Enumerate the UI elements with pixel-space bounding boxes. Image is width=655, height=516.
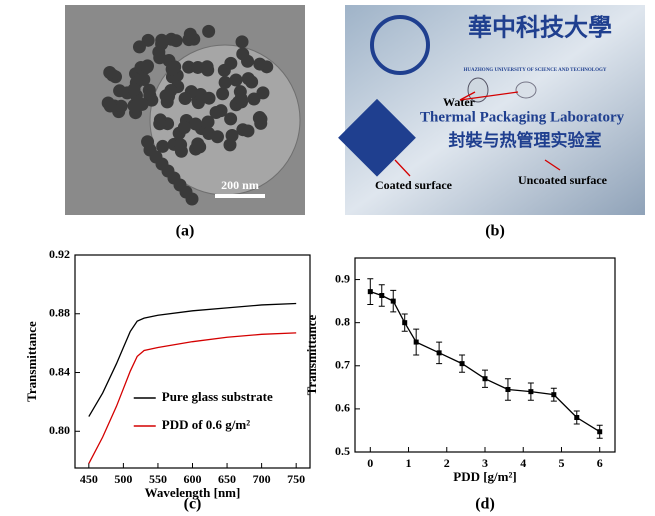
- nanoparticle: [229, 74, 242, 87]
- x-tick-label: 3: [482, 456, 488, 470]
- caption: (b): [485, 223, 505, 240]
- nanoparticle: [179, 92, 192, 105]
- nanoparticle: [201, 60, 214, 73]
- y-tick-label: 0.80: [49, 423, 70, 437]
- photo-text: 封裝与热管理实验室: [449, 130, 602, 150]
- data-point: [597, 429, 602, 434]
- data-point: [551, 392, 556, 397]
- nanoparticle: [153, 51, 166, 64]
- nanoparticle: [253, 58, 266, 71]
- y-tick-label: 0.84: [49, 364, 70, 378]
- x-tick-label: 2: [444, 456, 450, 470]
- data-point: [574, 415, 579, 420]
- nanoparticle: [191, 137, 204, 150]
- y-tick-label: 0.6: [335, 401, 350, 415]
- nanoparticle: [241, 124, 254, 137]
- x-tick-label: 500: [114, 472, 132, 486]
- nanoparticle: [136, 98, 149, 111]
- nanoparticle: [168, 60, 181, 73]
- x-tick-label: 600: [184, 472, 202, 486]
- y-tick-label: 0.7: [335, 358, 350, 372]
- nanoparticle: [170, 34, 183, 47]
- plot-frame: [75, 255, 310, 468]
- data-point: [379, 293, 384, 298]
- y-tick-label: 0.92: [49, 247, 70, 261]
- nanoparticle: [162, 90, 175, 103]
- data-point: [368, 289, 373, 294]
- data-point: [402, 320, 407, 325]
- scale-bar: [215, 194, 265, 198]
- nanoparticle: [236, 35, 249, 48]
- photo-text: 華中科技大學: [468, 15, 612, 42]
- water-drop: [516, 82, 536, 98]
- nanoparticle: [253, 111, 266, 124]
- nanoparticle: [224, 57, 237, 70]
- nanoparticle: [102, 96, 115, 109]
- data-line: [370, 292, 599, 432]
- x-tick-label: 5: [558, 456, 564, 470]
- data-point: [414, 340, 419, 345]
- photo-text: Uncoated surface: [518, 173, 608, 187]
- nanoparticle: [153, 117, 166, 130]
- data-point: [505, 387, 510, 392]
- x-tick-label: 700: [253, 472, 271, 486]
- scale-label: 200 nm: [221, 178, 259, 192]
- nanoparticle: [133, 40, 146, 53]
- nanoparticle: [242, 72, 255, 85]
- x-tick-label: 6: [597, 456, 603, 470]
- y-tick-label: 0.8: [335, 314, 350, 328]
- x-tick-label: 0: [367, 456, 373, 470]
- nanoparticle: [189, 118, 202, 131]
- nanoparticle: [224, 112, 237, 125]
- x-tick-label: 4: [520, 456, 526, 470]
- caption: (a): [176, 223, 195, 240]
- nanoparticle: [128, 83, 141, 96]
- nanoparticle: [103, 66, 116, 79]
- nanoparticle: [184, 28, 197, 41]
- nanoparticle: [202, 25, 215, 38]
- x-axis-label: PDD [g/m²]: [453, 469, 516, 484]
- tem-image: 200 nm: [65, 5, 305, 215]
- nanoparticle: [216, 87, 229, 100]
- x-tick-label: 450: [80, 472, 98, 486]
- photo-text: Water: [443, 95, 476, 109]
- x-tick-label: 550: [149, 472, 167, 486]
- nanoparticle: [203, 92, 216, 105]
- glass-photo: 華中科技大學 HUAZHONG UNIVERSITY OF SCIENCE AN…: [338, 5, 645, 215]
- photo-text: Thermal Packaging Laboratory: [420, 109, 625, 125]
- nanoparticle: [247, 92, 260, 105]
- data-point: [437, 350, 442, 355]
- y-tick-label: 0.9: [335, 271, 350, 285]
- legend-label: Pure glass substrate: [162, 389, 273, 404]
- legend-label: PDD of 0.6 g/m²: [162, 417, 250, 432]
- nanoparticle: [202, 115, 215, 128]
- photo-text: Coated surface: [375, 178, 453, 192]
- nanoparticle: [211, 130, 224, 143]
- plot-frame: [355, 258, 615, 452]
- data-point: [460, 361, 465, 366]
- nanoparticle: [219, 76, 232, 89]
- caption: (d): [475, 496, 495, 513]
- y-tick-label: 0.88: [49, 306, 70, 320]
- nanoparticle: [141, 60, 154, 73]
- nanoparticle: [186, 193, 199, 206]
- photo-text: HUAZHONG UNIVERSITY OF SCIENCE AND TECHN…: [463, 68, 606, 73]
- y-axis-label: Transmittance: [304, 314, 319, 395]
- data-point: [483, 376, 488, 381]
- y-axis-label: Transmittance: [24, 321, 39, 402]
- y-tick-label: 0.5: [335, 444, 350, 458]
- nanoparticle: [113, 84, 126, 97]
- nanoparticle: [235, 92, 248, 105]
- data-point: [391, 299, 396, 304]
- caption: (c): [184, 496, 202, 513]
- nanoparticle: [175, 145, 188, 158]
- data-point: [528, 389, 533, 394]
- x-tick-label: 650: [218, 472, 236, 486]
- figure: 200 nm (a) 華中科技大學 HUAZHONG UNIVERSITY OF…: [0, 0, 655, 516]
- nanoparticle: [236, 47, 249, 60]
- x-tick-label: 1: [406, 456, 412, 470]
- nanoparticle: [178, 121, 191, 134]
- x-tick-label: 750: [287, 472, 305, 486]
